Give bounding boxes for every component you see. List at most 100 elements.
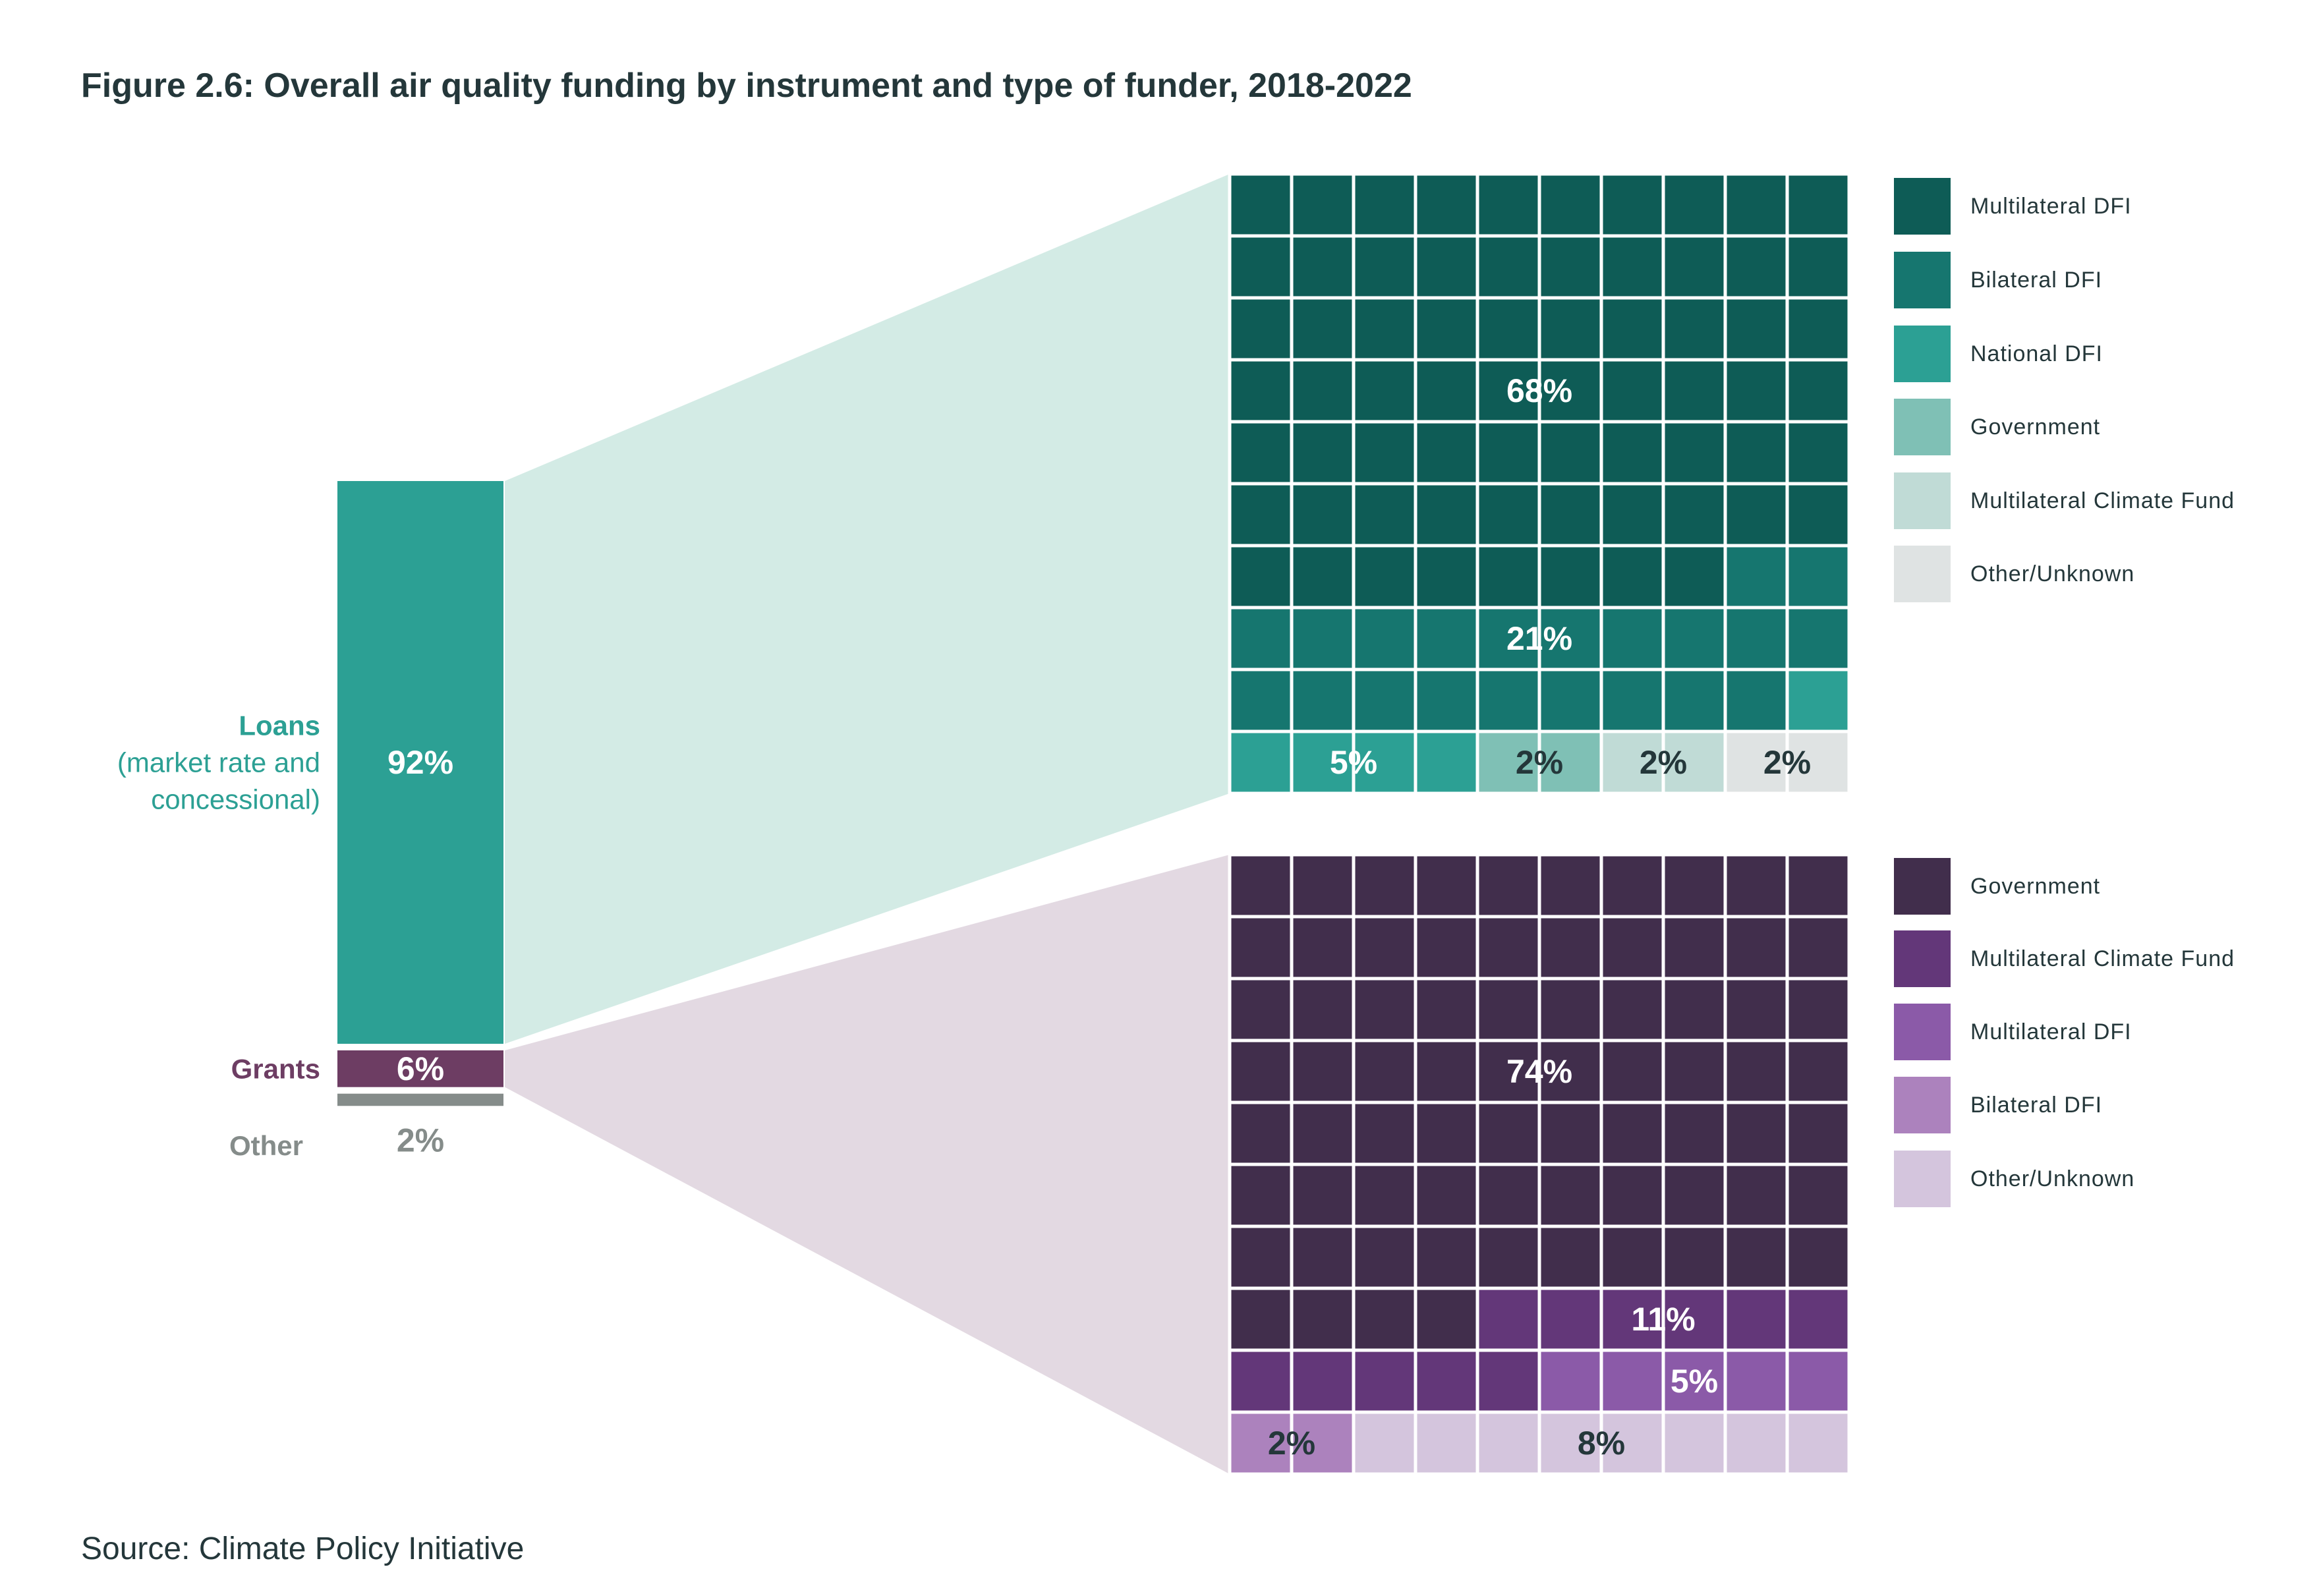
instrument-bars: 92% 6% 2% Loans (market rate and concessional… bbox=[117, 481, 503, 1161]
waffle-cell-other-unknown bbox=[1785, 1410, 1851, 1476]
waffle-cell-national-dfi bbox=[1785, 668, 1851, 733]
waffle-cell-multilateral-dfi bbox=[1599, 172, 1665, 238]
waffle-cell-government bbox=[1661, 1039, 1727, 1104]
waffle-cell-government bbox=[1475, 977, 1541, 1042]
waffle-cell-government bbox=[1475, 1162, 1541, 1228]
waffle-cell-multilateral-dfi bbox=[1475, 482, 1541, 548]
waffle-cell-multilateral-climate-fund bbox=[1475, 1286, 1541, 1352]
waffle-cell-bilateral-dfi bbox=[1599, 606, 1665, 671]
waffle-cell-national-dfi bbox=[1414, 729, 1479, 795]
waffle-cell-government bbox=[1228, 915, 1294, 981]
bar-other-value-label: 2% bbox=[397, 1122, 444, 1158]
waffle-cell-bilateral-dfi bbox=[1661, 606, 1727, 671]
waffle-cell-bilateral-dfi bbox=[1228, 606, 1294, 671]
waffle-cell-multilateral-dfi bbox=[1228, 358, 1294, 424]
waffle-cell-multilateral-dfi bbox=[1290, 544, 1356, 610]
waffle-cell-bilateral-dfi bbox=[1414, 668, 1479, 733]
waffle-cell-government bbox=[1414, 853, 1479, 919]
waffle-label-government: 2% bbox=[1516, 744, 1563, 781]
waffle-cell-government bbox=[1414, 1224, 1479, 1290]
waffle-cell-multilateral-dfi bbox=[1475, 296, 1541, 362]
legend-label: Multilateral DFI bbox=[1970, 1019, 2132, 1044]
waffle-cell-multilateral-dfi bbox=[1414, 482, 1479, 548]
waffle-cell-government bbox=[1414, 977, 1479, 1042]
waffle-cell-multilateral-dfi bbox=[1228, 482, 1294, 548]
waffle-cell-government bbox=[1785, 1162, 1851, 1228]
waffle-cell-multilateral-dfi bbox=[1785, 358, 1851, 424]
waffle-cell-government bbox=[1414, 1039, 1479, 1104]
waffle-cell-multilateral-dfi bbox=[1352, 234, 1417, 300]
waffle-cell-multilateral-dfi bbox=[1599, 420, 1665, 486]
waffle-cell-multilateral-dfi bbox=[1661, 544, 1727, 610]
waffle-cell-government bbox=[1599, 1100, 1665, 1166]
waffle-cell-multilateral-dfi bbox=[1475, 234, 1541, 300]
waffle-cell-multilateral-dfi bbox=[1723, 172, 1789, 238]
waffle-cell-bilateral-dfi bbox=[1537, 668, 1603, 733]
waffle-cell-multilateral-dfi bbox=[1537, 420, 1603, 486]
waffle-cell-multilateral-dfi bbox=[1414, 296, 1479, 362]
waffle-cell-government bbox=[1785, 1224, 1851, 1290]
waffle-cell-multilateral-dfi bbox=[1537, 296, 1603, 362]
waffle-cell-bilateral-dfi bbox=[1785, 544, 1851, 610]
waffle-cell-multilateral-dfi bbox=[1290, 234, 1356, 300]
waffle-cell-multilateral-dfi bbox=[1537, 482, 1603, 548]
waffle-cell-multilateral-dfi bbox=[1599, 358, 1665, 424]
waffle-cell-government bbox=[1599, 853, 1665, 919]
waffle-cell-bilateral-dfi bbox=[1475, 668, 1541, 733]
waffle-cell-bilateral-dfi bbox=[1352, 668, 1417, 733]
waffle-cell-government bbox=[1290, 1100, 1356, 1166]
waffle-cell-multilateral-dfi bbox=[1785, 1348, 1851, 1414]
waffle-cell-bilateral-dfi bbox=[1352, 606, 1417, 671]
funnel-loans bbox=[505, 174, 1230, 1044]
waffle-cell-government bbox=[1290, 977, 1356, 1042]
waffle-cell-multilateral-dfi bbox=[1228, 172, 1294, 238]
legend-label: Bilateral DFI bbox=[1970, 1093, 2102, 1118]
waffle-cell-bilateral-dfi bbox=[1723, 606, 1789, 671]
waffle-cell-multilateral-dfi bbox=[1723, 482, 1789, 548]
waffle-cell-multilateral-dfi bbox=[1661, 420, 1727, 486]
waffle-cell-multilateral-dfi bbox=[1537, 544, 1603, 610]
waffle-cell-government bbox=[1352, 1286, 1417, 1352]
waffle-cell-multilateral-climate-fund bbox=[1475, 1348, 1541, 1414]
waffle-loans: 68% 21% 5% 2% 2% 2% bbox=[1228, 172, 1851, 795]
waffle-grants: 74% 11% 5% 2% 8% bbox=[1228, 853, 1851, 1476]
legend-grants: Government Multilateral Climate Fund Multi… bbox=[1894, 858, 2234, 1207]
waffle-cell-bilateral-dfi bbox=[1661, 668, 1727, 733]
waffle-cell-multilateral-dfi bbox=[1228, 420, 1294, 486]
waffle-cell-other-unknown bbox=[1414, 1410, 1479, 1476]
waffle-cell-government bbox=[1661, 853, 1727, 919]
waffle-label-multilateral-dfi: 68% bbox=[1506, 372, 1572, 409]
waffle-cell-multilateral-climate-fund bbox=[1599, 729, 1665, 795]
waffle-cell-multilateral-climate-fund bbox=[1414, 1348, 1479, 1414]
waffle-cell-multilateral-dfi bbox=[1599, 296, 1665, 362]
waffle-cell-government bbox=[1723, 1039, 1789, 1104]
label-grants: Grants bbox=[231, 1053, 320, 1084]
bar-loans-value-label: 92% bbox=[387, 744, 453, 781]
waffle-cell-other-unknown bbox=[1599, 1410, 1665, 1476]
legend-loans: Multilateral DFI Bilateral DFI National DF… bbox=[1894, 178, 2234, 602]
waffle-cell-multilateral-dfi bbox=[1352, 172, 1417, 238]
legend-swatch bbox=[1894, 472, 1951, 529]
waffle-cell-other-unknown bbox=[1785, 729, 1851, 795]
waffle-cell-government bbox=[1661, 1100, 1727, 1166]
legend-label: Government bbox=[1970, 874, 2100, 899]
waffle-cell-government bbox=[1475, 915, 1541, 981]
waffle-cell-multilateral-dfi bbox=[1352, 358, 1417, 424]
legend-label: Other/Unknown bbox=[1970, 1166, 2134, 1191]
waffle-cell-government bbox=[1228, 1100, 1294, 1166]
waffle-cell-multilateral-dfi bbox=[1661, 296, 1727, 362]
legend-swatch bbox=[1894, 252, 1951, 308]
legend-swatch bbox=[1894, 399, 1951, 455]
waffle-cell-national-dfi bbox=[1228, 729, 1294, 795]
waffle-cell-government bbox=[1352, 977, 1417, 1042]
bar-grants-value-label: 6% bbox=[397, 1050, 444, 1087]
waffle-cell-government bbox=[1599, 977, 1665, 1042]
waffle-cell-bilateral-dfi bbox=[1723, 668, 1789, 733]
waffle-cell-multilateral-dfi bbox=[1414, 544, 1479, 610]
waffle-cell-multilateral-dfi bbox=[1290, 482, 1356, 548]
legend-swatch bbox=[1894, 1151, 1951, 1207]
waffle-cell-multilateral-dfi bbox=[1414, 420, 1479, 486]
waffle-cell-government bbox=[1352, 915, 1417, 981]
waffle-cell-government bbox=[1785, 1100, 1851, 1166]
legends: Multilateral DFI Bilateral DFI National DF… bbox=[1894, 178, 2234, 1207]
